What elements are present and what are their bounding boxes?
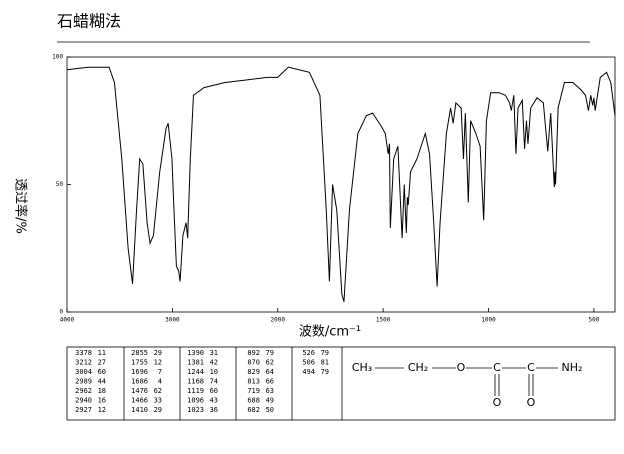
- peak-transmittance: 66: [266, 378, 274, 386]
- peak-transmittance: 79: [321, 349, 329, 357]
- x-tick-label: 3000: [165, 317, 180, 324]
- structure-atom: CH₃: [352, 361, 372, 374]
- peak-wavenumber: 682: [247, 406, 260, 414]
- structure-atom: C: [493, 361, 501, 374]
- structure-atom: NH₂: [562, 361, 583, 374]
- peak-wavenumber: 506: [302, 359, 315, 367]
- peak-transmittance: 60: [98, 368, 106, 376]
- peak-wavenumber: 1466: [131, 397, 148, 405]
- y-tick-label: 50: [56, 181, 64, 188]
- peak-wavenumber: 2962: [75, 387, 92, 395]
- y-axis-label: 透过率/%: [13, 178, 29, 234]
- peak-wavenumber: 2989: [75, 378, 92, 386]
- peak-transmittance: 10: [210, 368, 218, 376]
- peak-transmittance: 62: [266, 359, 274, 367]
- peak-wavenumber: 2927: [75, 406, 92, 414]
- peak-transmittance: 50: [266, 406, 274, 414]
- peak-wavenumber: 813: [247, 378, 260, 386]
- x-tick-label: 1000: [481, 317, 496, 324]
- peak-wavenumber: 1381: [187, 359, 204, 367]
- peak-transmittance: 43: [210, 397, 218, 405]
- peak-transmittance: 29: [154, 406, 162, 414]
- structure-atom: O: [493, 396, 502, 409]
- peak-transmittance: 74: [210, 378, 218, 386]
- peak-wavenumber: 1244: [187, 368, 204, 376]
- chart-title: 石蜡糊法: [57, 12, 121, 31]
- peak-transmittance: 31: [210, 349, 218, 357]
- peak-transmittance: 81: [321, 359, 329, 367]
- structure-atom: O: [457, 361, 466, 374]
- y-tick-label: 100: [52, 54, 63, 61]
- peak-transmittance: 42: [210, 359, 218, 367]
- peak-transmittance: 36: [210, 406, 218, 414]
- peak-wavenumber: 526: [302, 349, 315, 357]
- peak-transmittance: 29: [154, 349, 162, 357]
- peak-wavenumber: 3004: [75, 368, 92, 376]
- spectrum-line: [66, 66, 616, 302]
- x-tick-label: 500: [589, 317, 600, 324]
- peak-wavenumber: 2940: [75, 397, 92, 405]
- peak-transmittance: 60: [210, 387, 218, 395]
- peak-transmittance: 33: [154, 397, 162, 405]
- peak-transmittance: 12: [98, 406, 106, 414]
- y-tick-label: 0: [59, 309, 63, 316]
- peak-transmittance: 79: [321, 368, 329, 376]
- peak-transmittance: 16: [98, 397, 106, 405]
- peak-wavenumber: 2855: [131, 349, 148, 357]
- x-tick-label: 2000: [271, 317, 286, 324]
- x-tick-label: 4000: [60, 317, 75, 324]
- peak-wavenumber: 688: [247, 397, 260, 405]
- peak-wavenumber: 1476: [131, 387, 148, 395]
- peak-transmittance: 27: [98, 359, 106, 367]
- peak-wavenumber: 3212: [75, 359, 92, 367]
- peak-transmittance: 7: [158, 368, 162, 376]
- structure-atom: CH₂: [408, 361, 428, 374]
- peak-transmittance: 49: [266, 397, 274, 405]
- x-axis-label: 波数/cm⁻¹: [299, 325, 361, 340]
- peak-transmittance: 62: [154, 387, 162, 395]
- peak-wavenumber: 1119: [187, 387, 204, 395]
- peak-wavenumber: 719: [247, 387, 260, 395]
- peak-wavenumber: 494: [302, 368, 315, 376]
- peak-wavenumber: 1168: [187, 378, 204, 386]
- peak-wavenumber: 1686: [131, 378, 148, 386]
- table-frame: [66, 346, 616, 421]
- structure: [375, 367, 558, 396]
- peak-transmittance: 4: [158, 378, 162, 386]
- structure-atom: C: [527, 361, 535, 374]
- peak-transmittance: 79: [266, 349, 274, 357]
- peak-wavenumber: 3378: [75, 349, 92, 357]
- peak-wavenumber: 870: [247, 359, 260, 367]
- peak-wavenumber: 1390: [187, 349, 204, 357]
- structure-atom: O: [527, 396, 536, 409]
- peak-transmittance: 64: [266, 368, 274, 376]
- peak-wavenumber: 892: [247, 349, 260, 357]
- peak-transmittance: 11: [98, 349, 106, 357]
- peak-transmittance: 12: [154, 359, 162, 367]
- peak-wavenumber: 829: [247, 368, 260, 376]
- peak-transmittance: 63: [266, 387, 274, 395]
- peak-wavenumber: 1755: [131, 359, 148, 367]
- peak-transmittance: 44: [98, 378, 106, 386]
- peak-wavenumber: 1096: [187, 397, 204, 405]
- x-tick-label: 1500: [376, 317, 391, 324]
- table-dividers: [123, 347, 343, 420]
- peak-transmittance: 18: [98, 387, 106, 395]
- peak-wavenumber: 1410: [131, 406, 148, 414]
- peak-wavenumber: 1696: [131, 368, 148, 376]
- peak-wavenumber: 1023: [187, 406, 204, 414]
